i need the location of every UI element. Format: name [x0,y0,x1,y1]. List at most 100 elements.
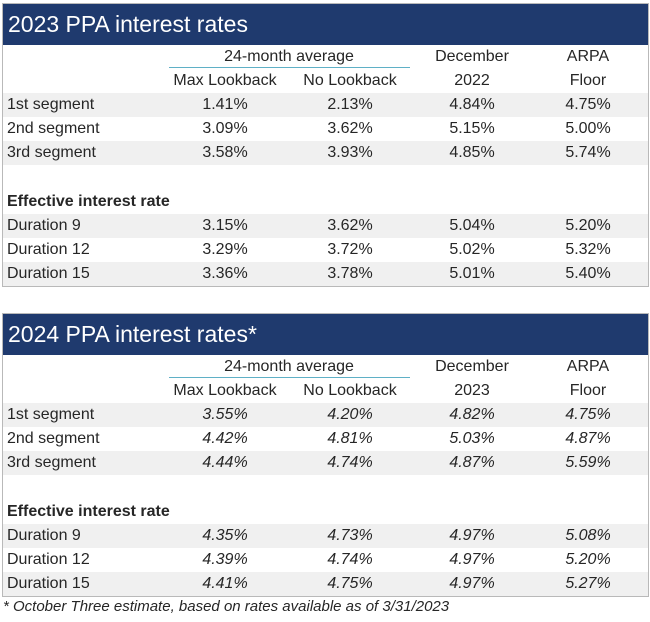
arpa-floor-value: 4.75% [565,96,611,113]
group-label: 24-month average [224,358,354,375]
arpa-floor-value: 5.40% [565,265,611,282]
table-title: 2024 PPA interest rates* [3,314,648,355]
december-value: 5.01% [449,265,495,282]
no-lookback-value: 3.62% [327,217,373,234]
no-lookback-value: 2.13% [327,96,373,113]
table-title: 2023 PPA interest rates [3,4,648,45]
december-value: 4.97% [449,575,495,592]
no-lookback-value: 4.20% [327,406,373,423]
arpa-floor-value: 5.00% [565,120,611,137]
section-heading-row: Effective interest rate [3,500,648,524]
no-lookback-value: 4.74% [327,454,373,471]
arpa-floor-value: 4.87% [565,430,611,447]
table-row: Duration 15 3.36% 3.78% 5.01% 5.40% [3,262,648,286]
col4-header-line1: ARPA [566,358,610,375]
arpa-floor-value: 5.74% [565,144,611,161]
arpa-floor-value: 5.20% [565,217,611,234]
col3-header-line1: December [435,358,509,375]
december-value: 4.82% [449,406,495,423]
section-heading: Effective interest rate [7,503,170,520]
row-label: Duration 9 [7,527,81,544]
december-value: 5.15% [449,120,495,137]
header-row-1: 24-month average December ARPA [3,45,648,69]
table-row: Duration 12 3.29% 3.72% 5.02% 5.32% [3,238,648,262]
header-row-1: 24-month average December ARPA [3,355,648,379]
december-value: 4.85% [449,144,495,161]
max-lookback-value: 4.41% [202,575,248,592]
max-lookback-value: 4.44% [202,454,248,471]
row-label: Duration 9 [7,217,81,234]
row-label: Duration 12 [7,241,90,258]
max-lookback-value: 3.55% [202,406,248,423]
table-row: Duration 12 4.39% 4.74% 4.97% 5.20% [3,548,648,572]
arpa-floor-value: 5.20% [565,551,611,568]
december-value: 4.87% [449,454,495,471]
december-value: 5.02% [449,241,495,258]
table-2023: 2023 PPA interest rates 24-month average… [2,3,649,287]
col4-header-line1: ARPA [566,48,610,65]
table-row: 1st segment 3.55% 4.20% 4.82% 4.75% [3,403,648,427]
col3-header-line1: December [435,48,509,65]
max-lookback-value: 3.29% [202,241,248,258]
max-lookback-value: 3.58% [202,144,248,161]
col3-header-line2: 2022 [454,72,490,89]
footnote: * October Three estimate, based on rates… [3,598,450,615]
december-value: 5.03% [449,430,495,447]
col3-header-line2: 2023 [454,382,490,399]
max-lookback-value: 4.42% [202,430,248,447]
spacer [3,475,648,500]
col4-header-line2: Floor [569,72,607,89]
col1-header: Max Lookback [173,72,277,89]
arpa-floor-value: 4.75% [565,406,611,423]
row-label: 1st segment [7,406,95,423]
section-heading-row: Effective interest rate [3,190,648,214]
no-lookback-value: 3.78% [327,265,373,282]
table-row: 3rd segment 4.44% 4.74% 4.87% 5.59% [3,451,648,475]
col1-header: Max Lookback [173,382,277,399]
december-value: 4.84% [449,96,495,113]
table-row: 2nd segment 4.42% 4.81% 5.03% 4.87% [3,427,648,451]
header-row-2: Max Lookback No Lookback 2022 Floor [3,69,648,93]
group-underline [169,67,410,68]
max-lookback-value: 4.39% [202,551,248,568]
section-heading: Effective interest rate [7,193,170,210]
header-row-2: Max Lookback No Lookback 2023 Floor [3,379,648,403]
max-lookback-value: 4.35% [202,527,248,544]
table-2024: 2024 PPA interest rates* 24-month averag… [2,313,649,597]
no-lookback-value: 3.62% [327,120,373,137]
arpa-floor-value: 5.27% [565,575,611,592]
arpa-floor-value: 5.32% [565,241,611,258]
no-lookback-value: 4.74% [327,551,373,568]
arpa-floor-value: 5.08% [565,527,611,544]
col2-header: No Lookback [303,72,397,89]
col4-header-line2: Floor [569,382,607,399]
max-lookback-value: 3.15% [202,217,248,234]
group-underline [169,377,410,378]
spacer [3,165,648,190]
december-value: 4.97% [449,527,495,544]
row-label: 3rd segment [7,454,96,471]
row-label: Duration 15 [7,265,90,282]
group-label: 24-month average [224,48,354,65]
max-lookback-value: 3.09% [202,120,248,137]
table-row: Duration 9 4.35% 4.73% 4.97% 5.08% [3,524,648,548]
max-lookback-value: 1.41% [202,96,248,113]
row-label: Duration 15 [7,575,90,592]
december-value: 4.97% [449,551,495,568]
row-label: 1st segment [7,96,95,113]
table-row: 2nd segment 3.09% 3.62% 5.15% 5.00% [3,117,648,141]
no-lookback-value: 4.73% [327,527,373,544]
table-row: 3rd segment 3.58% 3.93% 4.85% 5.74% [3,141,648,165]
table-row: Duration 9 3.15% 3.62% 5.04% 5.20% [3,214,648,238]
arpa-floor-value: 5.59% [565,454,611,471]
col2-header: No Lookback [303,382,397,399]
row-label: 3rd segment [7,144,96,161]
max-lookback-value: 3.36% [202,265,248,282]
no-lookback-value: 4.75% [327,575,373,592]
row-label: 2nd segment [7,430,100,447]
table-row: Duration 15 4.41% 4.75% 4.97% 5.27% [3,572,648,596]
no-lookback-value: 3.72% [327,241,373,258]
no-lookback-value: 3.93% [327,144,373,161]
table-row: 1st segment 1.41% 2.13% 4.84% 4.75% [3,93,648,117]
row-label: Duration 12 [7,551,90,568]
